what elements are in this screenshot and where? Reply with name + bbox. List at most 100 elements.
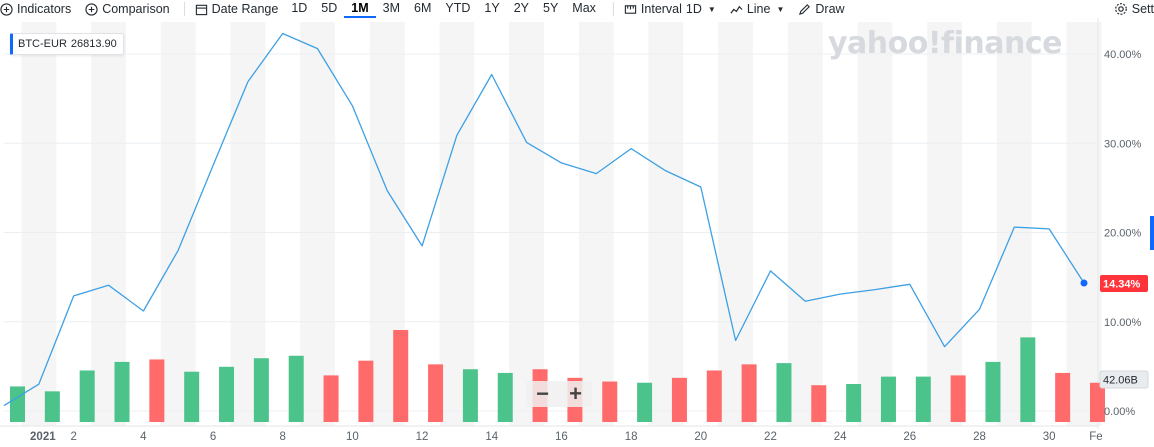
range-1m[interactable]: 1M (344, 1, 376, 18)
last-price-dot (1080, 279, 1088, 287)
line-type-label: Line (746, 2, 771, 16)
range-5d[interactable]: 5D (321, 0, 338, 15)
range-max[interactable]: Max (572, 0, 596, 15)
range-5y[interactable]: 5Y (543, 0, 559, 15)
chart-toolbar: Indicators Comparison Date Range 1D 5D 1M 3… (0, 0, 1154, 18)
x-tick-label: 6 (210, 431, 216, 443)
chevron-down-icon: ▼ (707, 4, 716, 14)
interval-value: 1D (685, 2, 702, 16)
x-tick-label: 14 (485, 431, 498, 443)
volume-bar (846, 383, 862, 422)
grid-band (718, 22, 754, 426)
volume-bar (602, 381, 618, 422)
interval-label: Interval (640, 2, 682, 16)
grid-band (439, 22, 475, 426)
y-tick-label: 40.00% (1104, 49, 1142, 61)
grid-band (160, 22, 196, 426)
grid-band (578, 22, 614, 426)
volume-bar (985, 361, 1001, 422)
range-ytd[interactable]: YTD (445, 0, 471, 15)
chevron-down-icon: ▼ (776, 4, 785, 14)
volume-bar (741, 364, 757, 422)
range-3m[interactable]: 3M (382, 0, 401, 15)
volume-bar (253, 358, 269, 422)
last-value-badge (1100, 275, 1148, 293)
volume-badge (1099, 370, 1149, 389)
x-tick-label: 22 (764, 431, 777, 443)
volume-bar (1055, 372, 1071, 422)
volume-label: 42.06B (1103, 375, 1138, 387)
price-chart[interactable]: 0.00% 10.00% 20.00% 30.00% 40.00% 14.34% 42.06… (0, 18, 1154, 447)
zoom-controls: − + (526, 381, 592, 407)
volume-bar (1020, 337, 1036, 422)
volume-bar (149, 359, 165, 422)
line-chart-icon (730, 5, 743, 14)
line-type-button[interactable]: Line ▼ (730, 2, 785, 16)
x-tick-label: Fe (1089, 431, 1102, 443)
grid-band (21, 22, 57, 426)
volume-bar (880, 376, 896, 422)
x-tick-label: 16 (555, 431, 568, 443)
y-tick-label: 10.00% (1104, 317, 1142, 329)
plus-circle-icon (0, 2, 13, 16)
grid-band (509, 22, 544, 426)
range-1y[interactable]: 1Y (484, 0, 500, 15)
range-2y[interactable]: 2Y (513, 0, 529, 15)
x-tick-label: 8 (280, 431, 286, 443)
price-line (3, 32, 1085, 407)
draw-button[interactable]: Draw (798, 2, 845, 16)
ruler-icon (624, 4, 637, 14)
comparison-button[interactable]: Comparison (85, 2, 170, 16)
volume-bar (114, 361, 130, 422)
volume-bar (950, 375, 966, 422)
y-tick-label: 0.00% (1104, 406, 1135, 418)
x-tick-label: 12 (416, 431, 429, 443)
zoom-in-button[interactable]: + (569, 381, 582, 406)
grid-band (91, 22, 126, 426)
grid-band (857, 22, 893, 426)
volume-bar (288, 355, 304, 422)
volume-bar (637, 382, 653, 422)
date-range-button[interactable]: Date Range (195, 2, 279, 16)
volume-bar (915, 376, 931, 422)
volume-bar (811, 385, 827, 422)
ticker-tag: BTC-EUR 26813.90 (10, 33, 124, 55)
pencil-icon (799, 3, 811, 15)
x-tick-label: 30 (1043, 431, 1056, 443)
range-1d[interactable]: 1D (291, 0, 308, 15)
date-range-label: Date Range (211, 2, 279, 16)
zoom-out-button[interactable]: − (536, 381, 549, 406)
grid-band (1066, 22, 1102, 426)
x-tick-label: 10 (346, 431, 359, 443)
yahoo-finance-logo: yahoo!finance (828, 26, 1062, 61)
volume-bar (9, 386, 25, 422)
x-tick-label: 18 (625, 431, 638, 443)
gear-icon (1114, 3, 1127, 15)
scroll-handle (1150, 216, 1154, 250)
settings-label: Sett (1131, 2, 1154, 16)
divider (183, 2, 185, 16)
volume-bar (44, 391, 60, 422)
y-tick-label: 30.00% (1104, 138, 1142, 150)
volume-bar (428, 364, 444, 422)
x-tick-label: 4 (140, 431, 147, 443)
volume-bar (219, 366, 235, 422)
volume-bar (776, 363, 792, 422)
divider (612, 2, 614, 16)
indicators-button[interactable]: Indicators (0, 2, 71, 16)
x-tick-label: 2021 (30, 431, 56, 443)
comparison-label: Comparison (102, 2, 170, 16)
ticker-symbol: BTC-EUR (18, 38, 67, 50)
volume-bar (706, 370, 722, 422)
volume-bar (79, 370, 95, 422)
x-tick-label: 26 (903, 431, 916, 443)
y-tick-label: 20.00% (1104, 228, 1142, 240)
interval-button[interactable]: Interval 1D ▼ (624, 2, 716, 16)
volume-bar (358, 360, 374, 422)
settings-button[interactable]: Sett (1114, 0, 1154, 18)
range-selector: 1D 5D 1M 3M 6M YTD 1Y 2Y 5Y Max (284, 1, 603, 18)
volume-bar (323, 375, 339, 422)
grid-band (300, 22, 335, 426)
volume-bar (671, 377, 687, 422)
range-6m[interactable]: 6M (414, 0, 432, 15)
